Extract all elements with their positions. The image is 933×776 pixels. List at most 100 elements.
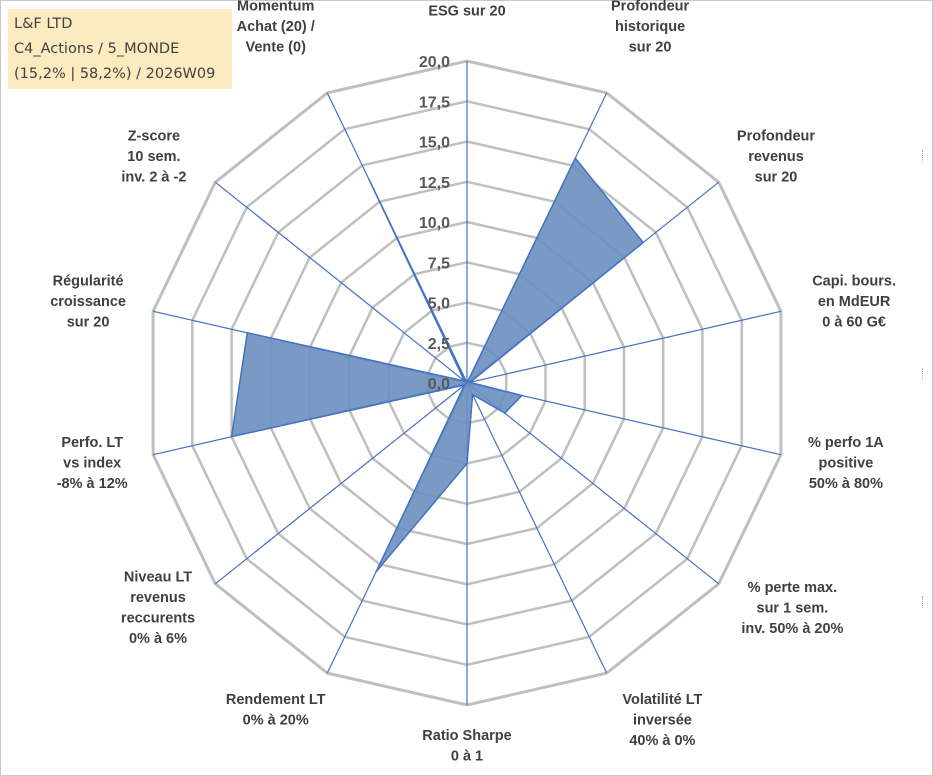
- axis-label-text: Profondeur historique sur 20: [611, 0, 689, 55]
- axis-label-volatilite-lt: Volatilité LT inversée 40% à 0%: [622, 692, 702, 749]
- axis-label-line: inv. 2 à -2: [121, 170, 186, 186]
- axis-label-line: sur 20: [67, 315, 110, 331]
- tick-label: 15,0: [419, 135, 450, 152]
- radar-tick-labels: 0,0 2,5 5,0 7,5 10,0 12,5 15,0 17,5 20,0: [419, 54, 450, 393]
- right-edge-mark: [922, 150, 924, 162]
- tick-label: 17,5: [419, 94, 450, 111]
- axis-label-niveau-lt-revenus: Niveau LT revenus reccurents 0% à 6%: [121, 570, 195, 648]
- axis-label-line: Z-score: [128, 129, 180, 145]
- axis-spoke: [214, 181, 468, 384]
- data-point-niveau-lt-revenus: [463, 384, 466, 386]
- axis-label-text: Profondeur revenus sur 20: [737, 129, 815, 186]
- axis-label-line: sur 20: [755, 170, 798, 186]
- axis-label-text: NoteESG sur 20: [428, 0, 505, 20]
- radar-series: [230, 156, 645, 573]
- axis-label-text: Niveau LT revenus reccurents 0% à 6%: [121, 570, 195, 648]
- data-point-volatilite-lt: [471, 393, 474, 396]
- axis-label-line: inversée: [633, 713, 692, 729]
- data-point-capi-bours: [469, 381, 471, 384]
- axis-label-line: historique: [615, 19, 685, 35]
- axis-label-regularite-croissance: Régularité croissance sur 20: [50, 274, 126, 331]
- axis-label-profondeur-revenus: Profondeur revenus sur 20: [737, 129, 815, 186]
- axis-label-text: Ratio Sharpe 0 à 1: [422, 728, 511, 765]
- axis-label-text: % perte max. sur 1 sem. inv. 50% à 20%: [741, 580, 843, 637]
- axis-label-line: % perte max.: [748, 580, 837, 596]
- data-point-z-score: [463, 380, 466, 382]
- axis-label-perte-max: % perte max. sur 1 sem. inv. 50% à 20%: [741, 580, 843, 637]
- axis-label-perfo-1a: % perfo 1A positive 50% à 80%: [808, 435, 884, 492]
- right-edge-mark: [922, 596, 924, 608]
- axis-label-line: vs index: [63, 455, 121, 471]
- axis-label-text: Rendement LT 0% à 20%: [226, 692, 326, 729]
- data-point-rendement-lt: [375, 570, 378, 573]
- data-point-momentum: [368, 179, 371, 181]
- tick-label: 12,5: [419, 175, 450, 192]
- axis-label-line: revenus: [130, 590, 186, 606]
- axis-label-line: 40% à 0%: [629, 733, 695, 749]
- axis-label-line: Ratio Sharpe: [422, 728, 511, 744]
- axis-label-line: Régularité: [53, 274, 124, 290]
- axis-label-line: Niveau LT: [124, 570, 192, 586]
- axis-label-line: sur 1 sem.: [757, 601, 829, 617]
- axis-spoke: [214, 382, 468, 585]
- tick-label: 5,0: [428, 296, 450, 313]
- tick-label: 10,0: [419, 215, 450, 232]
- axis-label-rendement-lt: Rendement LT 0% à 20%: [226, 692, 326, 729]
- data-point-perte-max: [504, 412, 506, 414]
- axis-label-perfo-lt-index: Perfo. LT vs index -8% à 12%: [57, 435, 128, 492]
- right-edge-mark: [922, 368, 924, 380]
- portfolio-stats: (15,2% | 58,2%) / 2026W09: [14, 66, 216, 82]
- axis-label-line: positive: [819, 455, 874, 471]
- company-name: L&F LTD: [14, 16, 73, 32]
- axis-label-line: 0 à 60 G€: [822, 315, 886, 331]
- axis-label-momentum: Momentum Achat (20) / Vente (0): [237, 0, 315, 55]
- axis-label-line: Achat (20) /: [237, 19, 315, 35]
- axis-label-text: Momentum Achat (20) / Vente (0): [237, 0, 315, 55]
- data-point-profondeur-historique: [574, 157, 577, 159]
- radar-axis-labels: NoteESG sur 20 Profondeur historique sur 20…: [50, 0, 896, 765]
- axis-label-esg: NoteESG sur 20: [428, 0, 505, 20]
- axis-label-line: 0 à 1: [451, 749, 483, 765]
- tick-label: 0,0: [428, 376, 450, 393]
- axis-label-text: Capi. bours. en MdEUR 0 à 60 G€: [812, 274, 896, 331]
- axis-label-line: 10 sem.: [127, 149, 180, 165]
- axis-label-line: revenus: [748, 149, 804, 165]
- data-point-perfo-1a: [521, 394, 523, 397]
- tick-label: 20,0: [419, 54, 450, 71]
- data-point-perfo-lt-index: [230, 435, 233, 438]
- axis-label-text: Régularité croissance sur 20: [50, 274, 126, 331]
- axis-spoke: [466, 382, 720, 585]
- data-point-ratio-sharpe: [466, 462, 468, 465]
- tick-label: 7,5: [428, 255, 450, 272]
- data-point-profondeur-revenus: [642, 241, 644, 244]
- axis-label-line: Capi. bours.: [812, 274, 896, 290]
- axis-label-line: 0% à 6%: [129, 631, 187, 647]
- axis-label-line: inv. 50% à 20%: [741, 621, 843, 637]
- data-point-regularite-croissance: [246, 332, 249, 334]
- axis-label-text: Volatilité LT inversée 40% à 0%: [622, 692, 702, 749]
- axis-label-z-score: Z-score 10 sem. inv. 2 à -2: [121, 129, 186, 186]
- axis-label-line: % perfo 1A: [808, 435, 884, 451]
- axis-label-line: en MdEUR: [818, 294, 891, 310]
- portfolio-name: C4_Actions / 5_MONDE: [14, 41, 180, 57]
- data-point-esg: [466, 382, 468, 384]
- tick-label: 2,5: [428, 336, 450, 353]
- axis-label-line: Perfo. LT: [61, 435, 123, 451]
- axis-label-line: Profondeur: [611, 0, 689, 14]
- axis-label-ratio-sharpe: Ratio Sharpe 0 à 1: [422, 728, 511, 765]
- axis-label-capi-bours: Capi. bours. en MdEUR 0 à 60 G€: [812, 274, 896, 331]
- axis-label-line: croissance: [50, 294, 126, 310]
- axis-label-line: Volatilité LT: [622, 692, 702, 708]
- axis-label-line: 0% à 20%: [243, 713, 309, 729]
- axis-label-line: Vente (0): [245, 39, 306, 55]
- axis-label-text: Z-score 10 sem. inv. 2 à -2: [121, 129, 186, 186]
- axis-label-line: -8% à 12%: [57, 476, 128, 492]
- axis-label-profondeur-historique: Profondeur historique sur 20: [611, 0, 689, 55]
- info-box: L&F LTD C4_Actions / 5_MONDE (15,2% | 58…: [8, 9, 232, 89]
- axis-label-line: Profondeur: [737, 129, 815, 145]
- axis-label-line: sur 20: [629, 39, 672, 55]
- axis-spoke: [466, 382, 608, 674]
- axis-label-text: Perfo. LT vs index -8% à 12%: [57, 435, 128, 492]
- axis-label-line: 50% à 80%: [809, 476, 883, 492]
